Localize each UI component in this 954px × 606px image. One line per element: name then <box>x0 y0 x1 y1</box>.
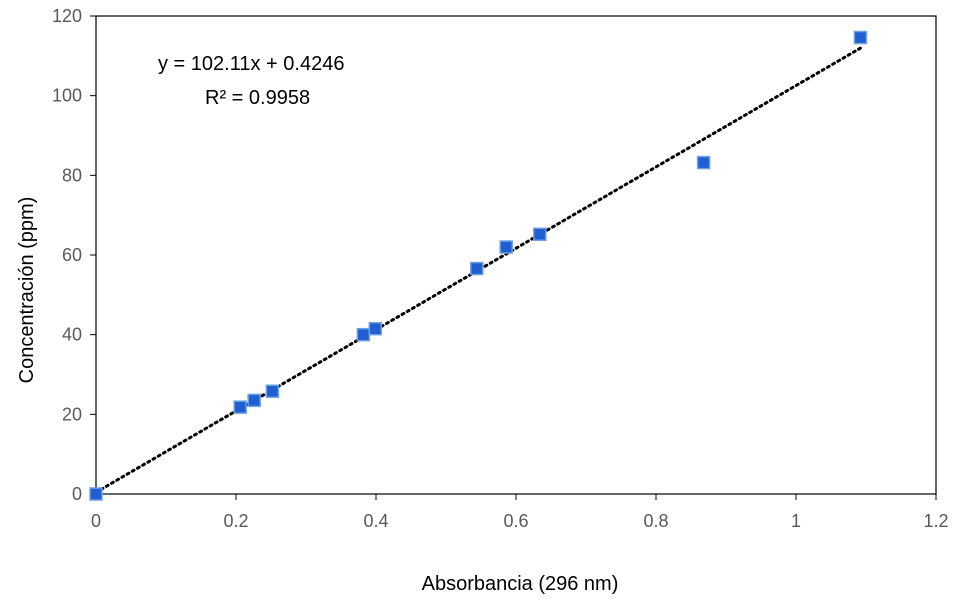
trendline <box>94 46 862 494</box>
data-point <box>89 487 103 501</box>
x-axis-title: Absorbancia (296 nm) <box>422 573 619 595</box>
x-tick-label: 0.4 <box>363 511 388 531</box>
data-point <box>368 321 383 336</box>
trendline-line <box>94 46 862 494</box>
y-tick-label: 20 <box>62 404 82 424</box>
data-points <box>89 30 868 501</box>
y-tick-label: 0 <box>72 484 82 504</box>
data-point <box>356 327 371 342</box>
plot-area <box>95 15 937 495</box>
y-axis-title: Concentración (ppm) <box>16 197 38 384</box>
data-point <box>499 240 513 254</box>
data-point <box>533 227 547 242</box>
y-tick-label: 120 <box>52 6 82 26</box>
data-point <box>470 261 484 276</box>
equation-annotation: y = 102.11x + 0.4246 <box>158 53 344 75</box>
x-tick-label: 0.6 <box>503 511 528 531</box>
data-point <box>853 30 868 45</box>
data-point <box>265 384 280 398</box>
x-axis: 0 0.2 0.4 0.6 0.8 1 1.2 <box>91 494 949 531</box>
y-axis: 0 20 40 60 80 100 120 <box>52 6 96 504</box>
x-tick-label: 0 <box>91 511 101 531</box>
y-tick-label: 100 <box>52 86 82 106</box>
data-point <box>247 393 261 408</box>
data-point <box>233 400 247 414</box>
x-tick-label: 0.8 <box>643 511 668 531</box>
y-tick-label: 60 <box>62 245 82 265</box>
x-tick-label: 1 <box>791 511 801 531</box>
x-tick-label: 1.2 <box>923 511 948 531</box>
y-tick-label: 40 <box>62 325 82 345</box>
x-tick-label: 0.2 <box>223 511 248 531</box>
y-tick-label: 80 <box>62 165 82 185</box>
data-point <box>696 155 711 170</box>
r-squared-annotation: R² = 0.9958 <box>205 87 310 109</box>
